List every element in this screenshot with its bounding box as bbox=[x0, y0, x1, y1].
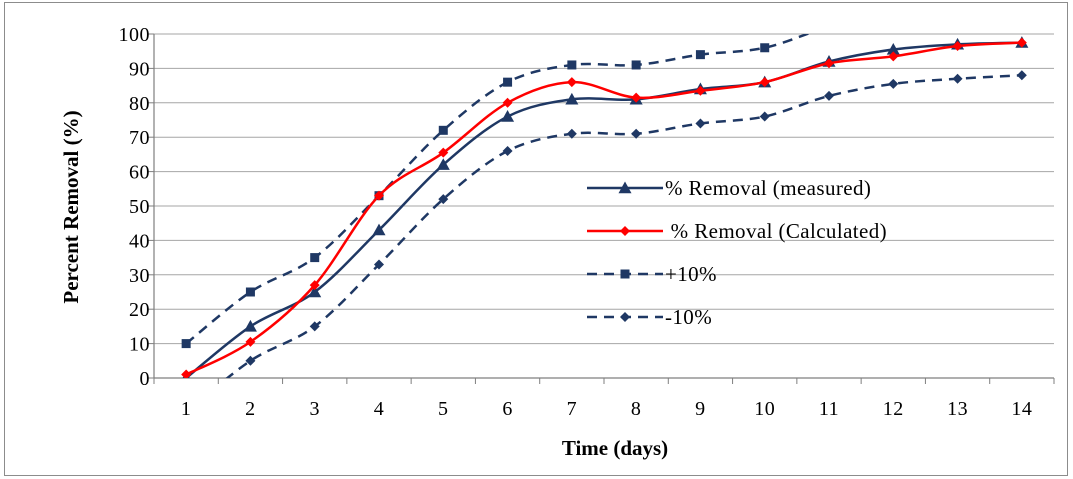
data-point bbox=[824, 58, 834, 69]
y-tick-label: 100 bbox=[119, 24, 151, 46]
x-tick-label: 4 bbox=[374, 398, 385, 420]
legend-item: % Removal (measured) bbox=[587, 176, 871, 200]
series-lines bbox=[181, 4, 1029, 378]
y-tick-label: 20 bbox=[129, 299, 150, 321]
y-tick-label: 90 bbox=[129, 58, 150, 80]
legend: % Removal (measured) % Removal (Calculat… bbox=[587, 176, 887, 329]
data-point bbox=[309, 280, 320, 291]
data-point bbox=[566, 128, 577, 139]
data-point bbox=[952, 73, 963, 84]
x-tick-label: 9 bbox=[695, 398, 706, 420]
data-point bbox=[503, 77, 513, 87]
data-point bbox=[436, 158, 450, 170]
data-point bbox=[374, 259, 384, 270]
y-tick-label: 70 bbox=[129, 127, 150, 149]
data-point bbox=[1016, 37, 1027, 48]
x-tick-label: 10 bbox=[754, 398, 775, 420]
data-point bbox=[631, 92, 642, 103]
chart-frame bbox=[4, 2, 1068, 476]
x-tick-label: 1 bbox=[181, 398, 192, 420]
data-point bbox=[438, 147, 449, 158]
data-point bbox=[631, 60, 641, 70]
series-line bbox=[225, 74, 1022, 378]
legend-item: % Removal (Calculated) bbox=[587, 219, 887, 243]
data-point bbox=[308, 285, 322, 298]
series-group bbox=[181, 4, 1026, 349]
series-line bbox=[185, 41, 1022, 376]
data-point bbox=[245, 336, 256, 347]
x-axis-title: Time (days) bbox=[562, 436, 668, 460]
data-point bbox=[374, 190, 384, 201]
y-tick-label: 50 bbox=[129, 196, 150, 218]
legend-marker bbox=[620, 312, 630, 322]
data-point bbox=[566, 77, 577, 88]
data-point bbox=[438, 125, 448, 135]
data-point bbox=[889, 11, 898, 20]
legend-marker bbox=[618, 181, 632, 194]
y-tick-label: 40 bbox=[129, 230, 150, 252]
grid-lines bbox=[154, 33, 1054, 345]
x-tick-label: 8 bbox=[631, 398, 642, 420]
data-point bbox=[438, 194, 449, 205]
legend-marker bbox=[620, 226, 630, 236]
y-tick-label: 30 bbox=[129, 265, 150, 287]
data-point bbox=[760, 43, 770, 53]
data-point bbox=[759, 111, 770, 122]
data-point bbox=[502, 145, 513, 156]
data-point bbox=[565, 92, 579, 105]
legend-marker bbox=[620, 269, 630, 279]
data-point bbox=[372, 223, 386, 236]
data-point bbox=[825, 23, 834, 32]
data-point bbox=[953, 5, 962, 14]
data-point bbox=[695, 50, 705, 60]
x-tick-label: 3 bbox=[309, 398, 320, 420]
data-point bbox=[502, 97, 513, 108]
x-tick-label: 11 bbox=[819, 398, 839, 420]
data-point bbox=[824, 90, 834, 101]
data-point bbox=[245, 287, 255, 297]
data-point bbox=[245, 355, 256, 366]
y-tick-label: 10 bbox=[129, 334, 150, 356]
data-point bbox=[181, 369, 192, 378]
legend-item: +10% bbox=[587, 262, 717, 286]
y-tick-label: 0 bbox=[140, 368, 151, 390]
legend-label: % Removal (measured) bbox=[665, 176, 871, 200]
data-point bbox=[631, 128, 642, 139]
data-point bbox=[309, 321, 320, 332]
data-point bbox=[888, 51, 899, 62]
x-tick-label: 6 bbox=[502, 398, 513, 420]
data-point bbox=[501, 110, 515, 122]
legend-label: -10% bbox=[665, 305, 712, 329]
x-tick-label: 12 bbox=[883, 398, 904, 420]
data-point bbox=[243, 319, 257, 332]
y-tick-label: 80 bbox=[129, 93, 150, 115]
data-point bbox=[952, 41, 963, 52]
data-point bbox=[888, 78, 899, 89]
data-point bbox=[181, 339, 191, 349]
y-tick-label: 60 bbox=[129, 162, 150, 184]
data-point bbox=[1016, 70, 1027, 81]
data-point bbox=[759, 77, 770, 88]
legend-item: -10% bbox=[587, 305, 712, 329]
y-axis-title: Percent Removal (%) bbox=[59, 110, 83, 303]
legend-label: % Removal (Calculated) bbox=[665, 219, 887, 243]
legend-label: +10% bbox=[665, 262, 717, 286]
data-point bbox=[310, 253, 320, 263]
x-tick-label: 7 bbox=[567, 398, 578, 420]
x-tick-label: 13 bbox=[947, 398, 968, 420]
series-group bbox=[181, 37, 1027, 378]
series-group bbox=[225, 70, 1027, 378]
x-tick-label: 5 bbox=[438, 398, 449, 420]
x-tick-label: 2 bbox=[245, 398, 256, 420]
data-point bbox=[695, 118, 706, 129]
data-point bbox=[1017, 4, 1026, 13]
data-point bbox=[886, 42, 900, 55]
data-point bbox=[695, 85, 706, 96]
y-tick-labels: 0 10 20 30 40 50 60 70 80 90 100 bbox=[119, 24, 151, 390]
data-point bbox=[567, 60, 577, 70]
x-tick-labels: 1 2 3 4 5 6 7 8 9 10 11 12 13 14 bbox=[181, 398, 1032, 420]
axes bbox=[148, 33, 1055, 384]
x-tick-label: 14 bbox=[1011, 398, 1032, 420]
